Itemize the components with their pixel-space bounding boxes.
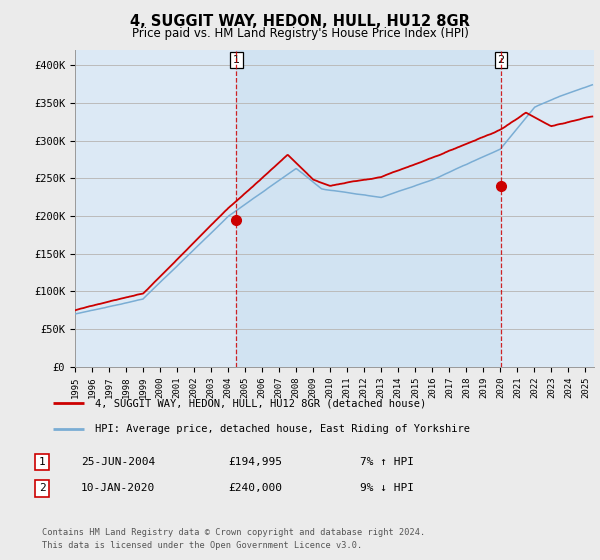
Text: 1: 1: [233, 55, 240, 65]
Text: 4, SUGGIT WAY, HEDON, HULL, HU12 8GR: 4, SUGGIT WAY, HEDON, HULL, HU12 8GR: [130, 14, 470, 29]
Text: 9% ↓ HPI: 9% ↓ HPI: [360, 483, 414, 493]
Text: 2: 2: [38, 483, 46, 493]
Text: 2: 2: [497, 55, 505, 65]
Bar: [236, 50, 501, 367]
Text: HPI: Average price, detached house, East Riding of Yorkshire: HPI: Average price, detached house, East…: [95, 423, 470, 433]
Text: £240,000: £240,000: [228, 483, 282, 493]
Text: Price paid vs. HM Land Registry's House Price Index (HPI): Price paid vs. HM Land Registry's House …: [131, 27, 469, 40]
Text: 1: 1: [38, 457, 46, 467]
Text: 25-JUN-2004: 25-JUN-2004: [81, 457, 155, 467]
Text: 10-JAN-2020: 10-JAN-2020: [81, 483, 155, 493]
Text: 7% ↑ HPI: 7% ↑ HPI: [360, 457, 414, 467]
Text: £194,995: £194,995: [228, 457, 282, 467]
Text: 4, SUGGIT WAY, HEDON, HULL, HU12 8GR (detached house): 4, SUGGIT WAY, HEDON, HULL, HU12 8GR (de…: [95, 398, 426, 408]
Text: Contains HM Land Registry data © Crown copyright and database right 2024.
This d: Contains HM Land Registry data © Crown c…: [42, 529, 425, 550]
